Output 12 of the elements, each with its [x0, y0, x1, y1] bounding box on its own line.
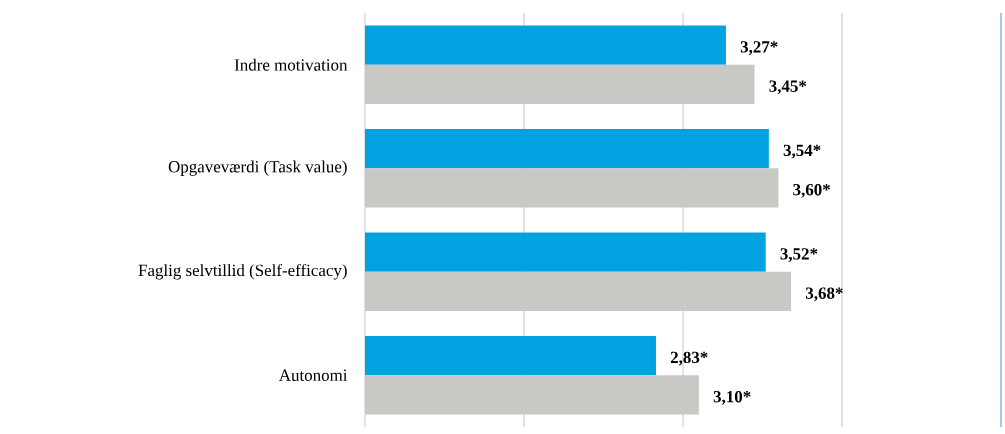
data-label: 3,45*	[769, 80, 807, 95]
y-tick-label: Faglig selvtillid (Self-efficacy)	[138, 264, 347, 280]
data-label: 3,27*	[740, 41, 778, 56]
data-label: 3,60*	[793, 184, 830, 198]
data-label: 3,68*	[805, 287, 843, 302]
data-label: 2,83*	[670, 351, 708, 366]
y-tick-label: Opgaveværdi (Task value)	[168, 160, 347, 177]
y-tick-label: Indre motivation	[234, 58, 348, 71]
y-tick-label: Autonomi	[278, 369, 348, 382]
data-label: 3,52*	[780, 248, 818, 263]
data-label: 3,54*	[783, 144, 821, 159]
data-label: 3,10*	[713, 391, 751, 405]
